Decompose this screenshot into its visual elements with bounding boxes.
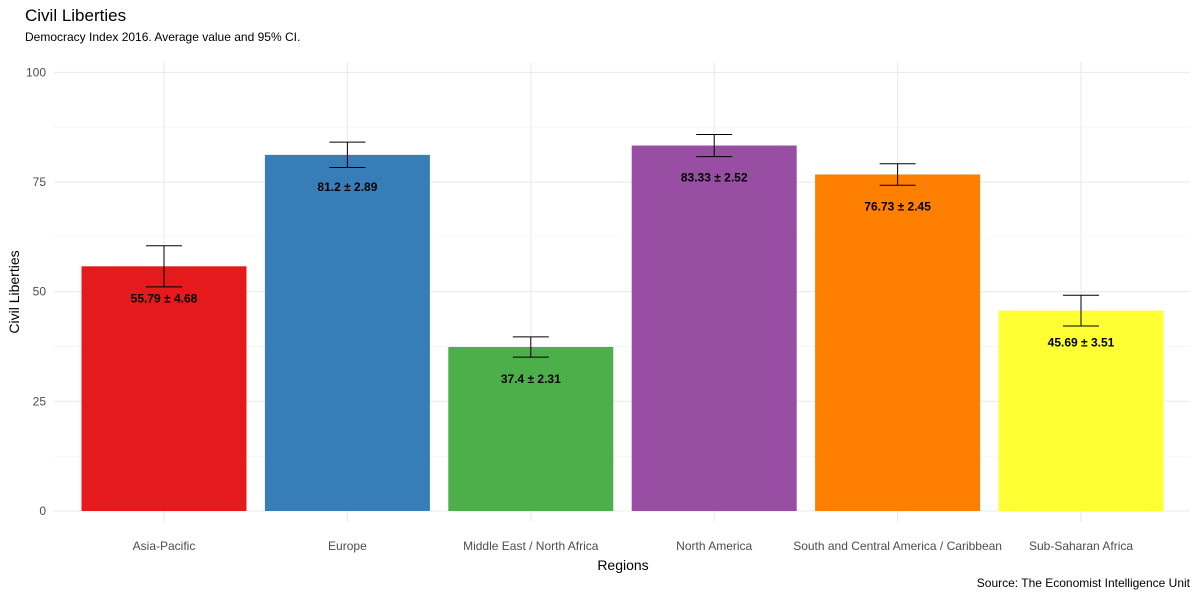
y-tick-label: 25 (33, 394, 47, 408)
value-label: 37.4 ± 2.31 (501, 372, 561, 386)
y-axis-title: Civil Liberties (6, 250, 22, 333)
bar (448, 346, 614, 511)
x-tick-label: North America (676, 539, 752, 553)
x-axis-ticks: Asia-Pacific Europe Middle East / North Af… (133, 539, 1134, 553)
chart-title: Civil Liberties (25, 6, 127, 25)
bar (998, 310, 1164, 511)
y-tick-label: 75 (33, 175, 47, 189)
y-tick-label: 100 (26, 65, 46, 79)
chart-caption: Source: The Economist Intelligence Unit (976, 576, 1190, 590)
error-bars (146, 133, 1099, 358)
bar (815, 174, 981, 511)
bar (81, 266, 247, 511)
x-tick-label: South and Central America / Caribbean (793, 539, 1002, 553)
x-axis-title: Regions (597, 557, 648, 573)
x-tick-label: Middle East / North Africa (463, 539, 599, 553)
value-label: 83.33 ± 2.52 (681, 171, 748, 185)
bar (264, 154, 430, 511)
y-tick-label: 50 (33, 285, 47, 299)
value-label: 55.79 ± 4.68 (131, 291, 198, 305)
value-label: 76.73 ± 2.45 (864, 199, 931, 213)
x-tick-label: Sub-Saharan Africa (1029, 539, 1133, 553)
chart-subtitle: Democracy Index 2016. Average value and … (25, 30, 301, 44)
y-tick-label: 0 (39, 504, 46, 518)
bar (631, 145, 797, 511)
bars (81, 145, 1164, 511)
value-labels: 55.79 ± 4.68 81.2 ± 2.89 37.4 ± 2.31 83.33 … (131, 171, 1115, 386)
x-tick-label: Europe (328, 539, 367, 553)
y-axis-ticks: 0 25 50 75 100 (26, 65, 46, 518)
x-tick-label: Asia-Pacific (133, 539, 196, 553)
value-label: 81.2 ± 2.89 (317, 180, 377, 194)
value-label: 45.69 ± 3.51 (1048, 336, 1115, 350)
